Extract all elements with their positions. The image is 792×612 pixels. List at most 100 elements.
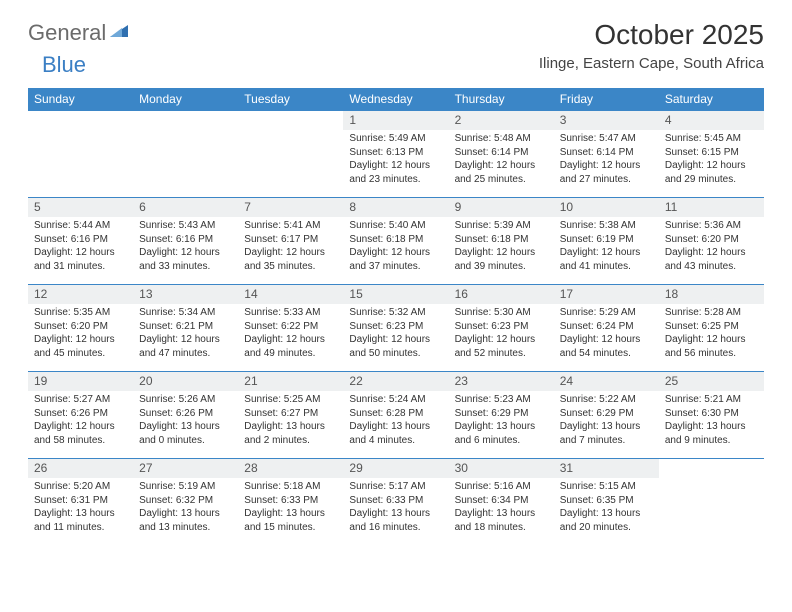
sunrise-line: Sunrise: 5:24 AM — [349, 393, 442, 407]
day-number: 11 — [659, 198, 764, 218]
daylight-line: Daylight: 12 hours and 58 minutes. — [34, 420, 127, 447]
day-number: 30 — [449, 459, 554, 479]
calendar-cell: 22Sunrise: 5:24 AMSunset: 6:28 PMDayligh… — [343, 371, 448, 458]
daylight-line: Daylight: 12 hours and 31 minutes. — [34, 246, 127, 273]
calendar-cell — [28, 110, 133, 197]
calendar-cell — [133, 110, 238, 197]
daylight-line: Daylight: 12 hours and 49 minutes. — [244, 333, 337, 360]
day-details: Sunrise: 5:28 AMSunset: 6:25 PMDaylight:… — [659, 304, 764, 364]
sunset-line: Sunset: 6:17 PM — [244, 233, 337, 247]
day-number: 21 — [238, 372, 343, 392]
day-header: Tuesday — [238, 88, 343, 111]
sunrise-line: Sunrise: 5:44 AM — [34, 219, 127, 233]
sunset-line: Sunset: 6:35 PM — [560, 494, 653, 508]
day-details: Sunrise: 5:21 AMSunset: 6:30 PMDaylight:… — [659, 391, 764, 451]
sunset-line: Sunset: 6:33 PM — [349, 494, 442, 508]
calendar-cell: 5Sunrise: 5:44 AMSunset: 6:16 PMDaylight… — [28, 197, 133, 284]
sunset-line: Sunset: 6:15 PM — [665, 146, 758, 160]
calendar-cell: 1Sunrise: 5:49 AMSunset: 6:13 PMDaylight… — [343, 110, 448, 197]
day-number: 25 — [659, 372, 764, 392]
sunrise-line: Sunrise: 5:25 AM — [244, 393, 337, 407]
daylight-line: Daylight: 12 hours and 23 minutes. — [349, 159, 442, 186]
calendar-cell: 9Sunrise: 5:39 AMSunset: 6:18 PMDaylight… — [449, 197, 554, 284]
calendar-cell: 30Sunrise: 5:16 AMSunset: 6:34 PMDayligh… — [449, 458, 554, 545]
daylight-line: Daylight: 13 hours and 6 minutes. — [455, 420, 548, 447]
calendar-cell: 4Sunrise: 5:45 AMSunset: 6:15 PMDaylight… — [659, 110, 764, 197]
sunrise-line: Sunrise: 5:48 AM — [455, 132, 548, 146]
day-number: 24 — [554, 372, 659, 392]
day-number: 8 — [343, 198, 448, 218]
sunset-line: Sunset: 6:23 PM — [455, 320, 548, 334]
sunset-line: Sunset: 6:34 PM — [455, 494, 548, 508]
day-details: Sunrise: 5:17 AMSunset: 6:33 PMDaylight:… — [343, 478, 448, 538]
daylight-line: Daylight: 12 hours and 29 minutes. — [665, 159, 758, 186]
day-details: Sunrise: 5:29 AMSunset: 6:24 PMDaylight:… — [554, 304, 659, 364]
calendar-cell: 3Sunrise: 5:47 AMSunset: 6:14 PMDaylight… — [554, 110, 659, 197]
day-details: Sunrise: 5:16 AMSunset: 6:34 PMDaylight:… — [449, 478, 554, 538]
day-number: 4 — [659, 111, 764, 131]
sunset-line: Sunset: 6:29 PM — [560, 407, 653, 421]
sunrise-line: Sunrise: 5:49 AM — [349, 132, 442, 146]
calendar-cell: 21Sunrise: 5:25 AMSunset: 6:27 PMDayligh… — [238, 371, 343, 458]
day-details: Sunrise: 5:27 AMSunset: 6:26 PMDaylight:… — [28, 391, 133, 451]
calendar-cell: 6Sunrise: 5:43 AMSunset: 6:16 PMDaylight… — [133, 197, 238, 284]
sunset-line: Sunset: 6:31 PM — [34, 494, 127, 508]
day-details: Sunrise: 5:45 AMSunset: 6:15 PMDaylight:… — [659, 130, 764, 190]
day-header: Thursday — [449, 88, 554, 111]
calendar-cell: 18Sunrise: 5:28 AMSunset: 6:25 PMDayligh… — [659, 284, 764, 371]
daylight-line: Daylight: 13 hours and 11 minutes. — [34, 507, 127, 534]
day-number: 14 — [238, 285, 343, 305]
sunrise-line: Sunrise: 5:16 AM — [455, 480, 548, 494]
day-number: 5 — [28, 198, 133, 218]
calendar-cell: 29Sunrise: 5:17 AMSunset: 6:33 PMDayligh… — [343, 458, 448, 545]
day-number: 18 — [659, 285, 764, 305]
day-header: Monday — [133, 88, 238, 111]
calendar-week: 19Sunrise: 5:27 AMSunset: 6:26 PMDayligh… — [28, 371, 764, 458]
daylight-line: Daylight: 13 hours and 9 minutes. — [665, 420, 758, 447]
day-details: Sunrise: 5:44 AMSunset: 6:16 PMDaylight:… — [28, 217, 133, 277]
sunset-line: Sunset: 6:14 PM — [560, 146, 653, 160]
logo: General — [28, 20, 130, 46]
day-details: Sunrise: 5:32 AMSunset: 6:23 PMDaylight:… — [343, 304, 448, 364]
sunset-line: Sunset: 6:18 PM — [349, 233, 442, 247]
day-details: Sunrise: 5:34 AMSunset: 6:21 PMDaylight:… — [133, 304, 238, 364]
daylight-line: Daylight: 13 hours and 4 minutes. — [349, 420, 442, 447]
sunset-line: Sunset: 6:24 PM — [560, 320, 653, 334]
sunrise-line: Sunrise: 5:47 AM — [560, 132, 653, 146]
daylight-line: Daylight: 13 hours and 0 minutes. — [139, 420, 232, 447]
day-number: 19 — [28, 372, 133, 392]
sunrise-line: Sunrise: 5:33 AM — [244, 306, 337, 320]
daylight-line: Daylight: 13 hours and 16 minutes. — [349, 507, 442, 534]
sunset-line: Sunset: 6:28 PM — [349, 407, 442, 421]
day-details: Sunrise: 5:20 AMSunset: 6:31 PMDaylight:… — [28, 478, 133, 538]
calendar-cell: 10Sunrise: 5:38 AMSunset: 6:19 PMDayligh… — [554, 197, 659, 284]
calendar-cell — [659, 458, 764, 545]
day-details: Sunrise: 5:24 AMSunset: 6:28 PMDaylight:… — [343, 391, 448, 451]
calendar-cell: 20Sunrise: 5:26 AMSunset: 6:26 PMDayligh… — [133, 371, 238, 458]
day-number: 2 — [449, 111, 554, 131]
sunset-line: Sunset: 6:18 PM — [455, 233, 548, 247]
sunset-line: Sunset: 6:27 PM — [244, 407, 337, 421]
sunset-line: Sunset: 6:13 PM — [349, 146, 442, 160]
calendar-week: 1Sunrise: 5:49 AMSunset: 6:13 PMDaylight… — [28, 110, 764, 197]
day-details: Sunrise: 5:15 AMSunset: 6:35 PMDaylight:… — [554, 478, 659, 538]
sunrise-line: Sunrise: 5:26 AM — [139, 393, 232, 407]
sunset-line: Sunset: 6:20 PM — [34, 320, 127, 334]
calendar-week: 5Sunrise: 5:44 AMSunset: 6:16 PMDaylight… — [28, 197, 764, 284]
calendar-page: General October 2025 Ilinge, Eastern Cap… — [0, 0, 792, 565]
sunrise-line: Sunrise: 5:22 AM — [560, 393, 653, 407]
day-number: 1 — [343, 111, 448, 131]
logo-text-general: General — [28, 20, 106, 46]
day-number: 10 — [554, 198, 659, 218]
daylight-line: Daylight: 12 hours and 41 minutes. — [560, 246, 653, 273]
sunset-line: Sunset: 6:29 PM — [455, 407, 548, 421]
calendar-cell: 28Sunrise: 5:18 AMSunset: 6:33 PMDayligh… — [238, 458, 343, 545]
calendar-cell: 11Sunrise: 5:36 AMSunset: 6:20 PMDayligh… — [659, 197, 764, 284]
day-details: Sunrise: 5:19 AMSunset: 6:32 PMDaylight:… — [133, 478, 238, 538]
sunrise-line: Sunrise: 5:19 AM — [139, 480, 232, 494]
daylight-line: Daylight: 12 hours and 54 minutes. — [560, 333, 653, 360]
day-details: Sunrise: 5:38 AMSunset: 6:19 PMDaylight:… — [554, 217, 659, 277]
day-details: Sunrise: 5:47 AMSunset: 6:14 PMDaylight:… — [554, 130, 659, 190]
day-details: Sunrise: 5:18 AMSunset: 6:33 PMDaylight:… — [238, 478, 343, 538]
sunset-line: Sunset: 6:22 PM — [244, 320, 337, 334]
